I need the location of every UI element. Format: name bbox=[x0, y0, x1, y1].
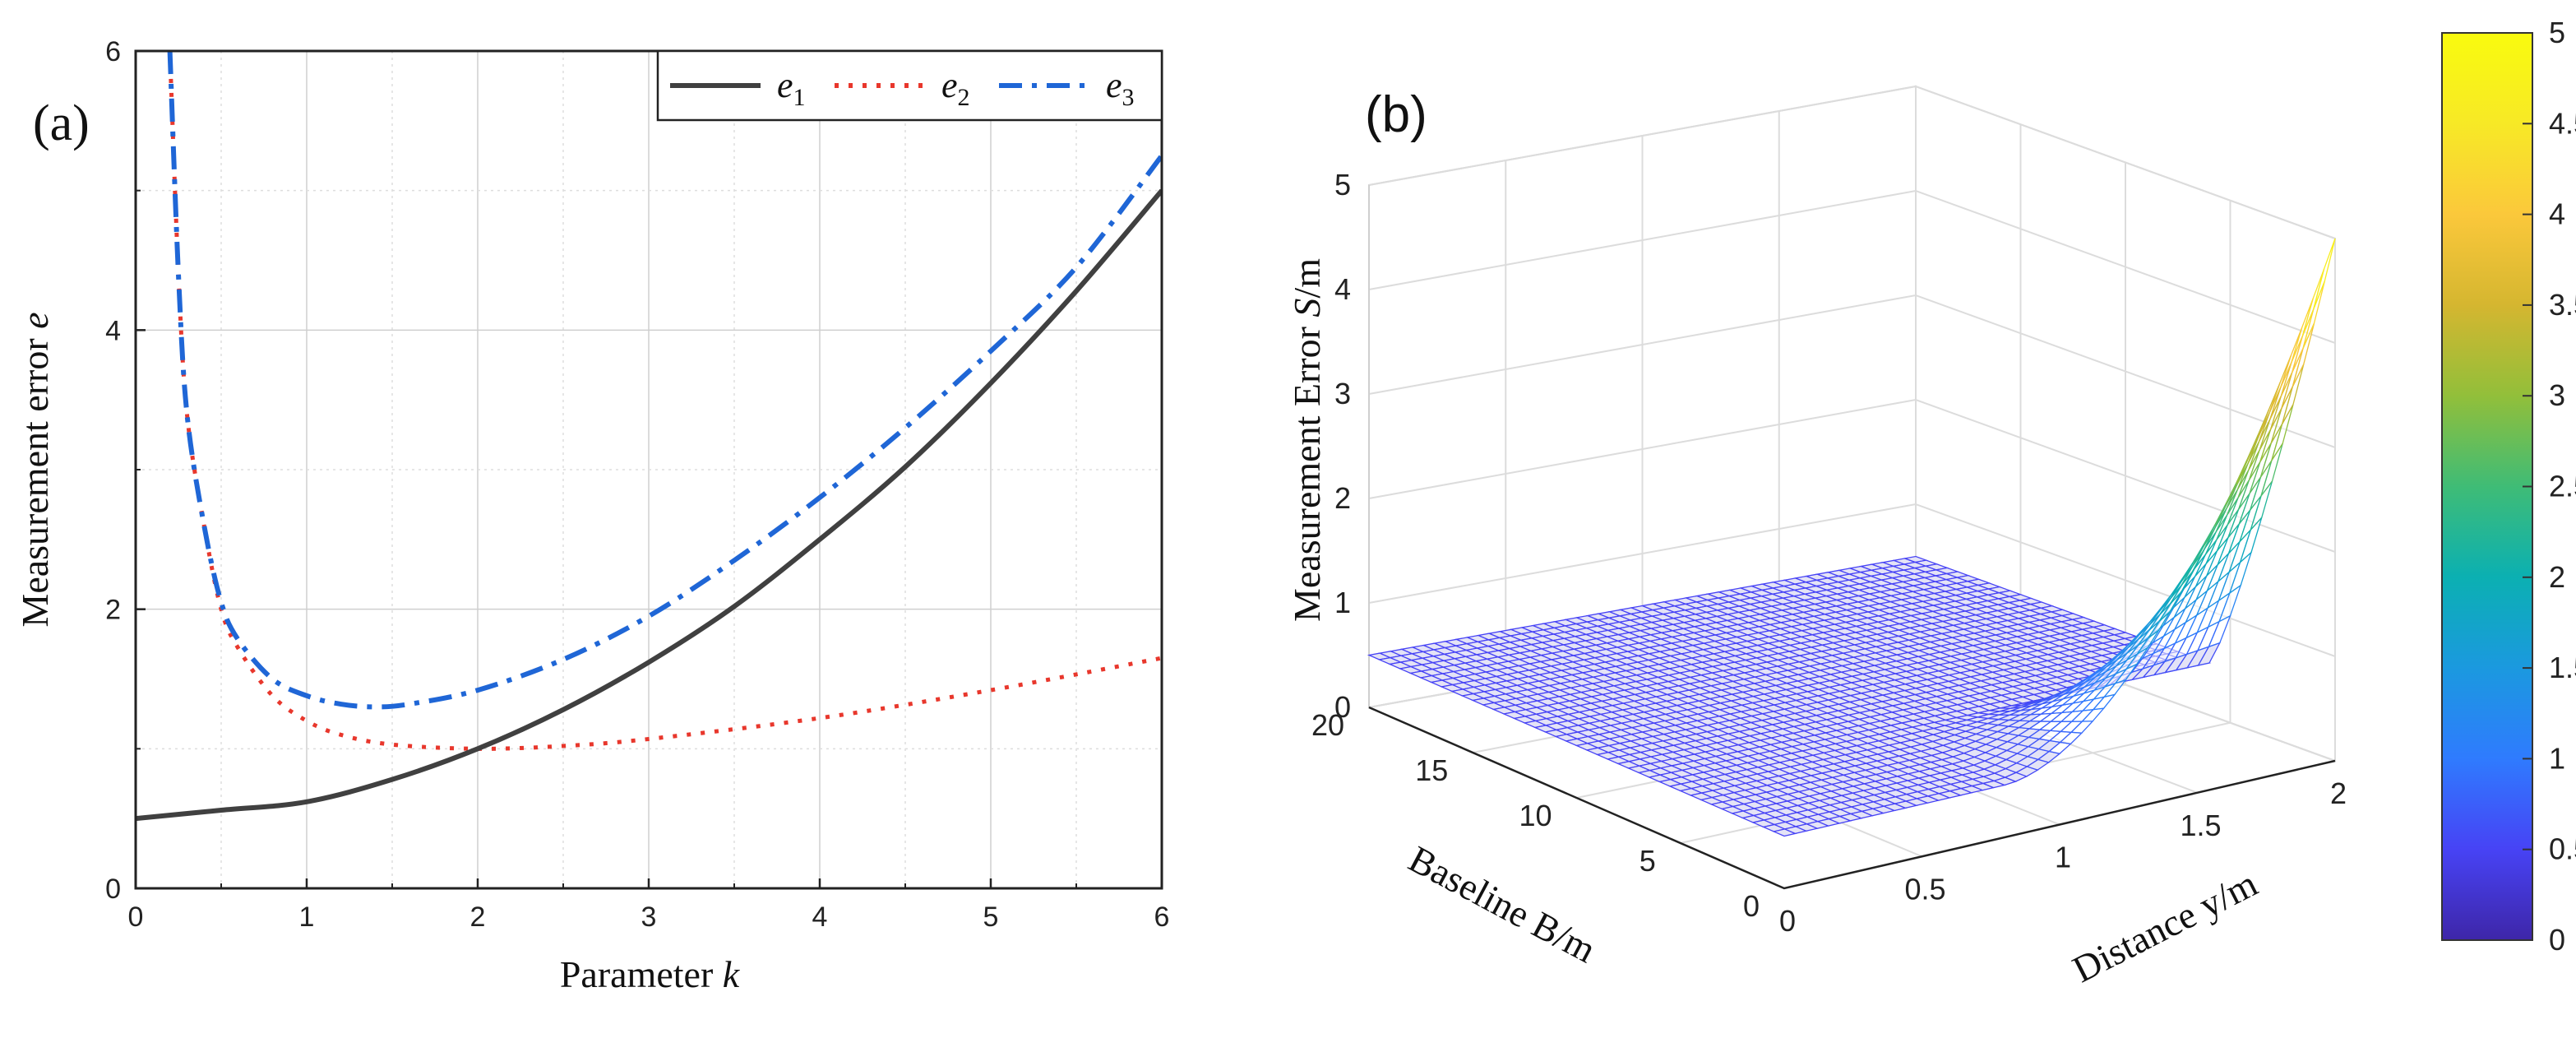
legend-label-e1: e1 bbox=[777, 65, 806, 111]
panel-label-b: (b) bbox=[1365, 86, 1427, 143]
z-tick-label-b: 1 bbox=[1334, 586, 1351, 619]
floor-axes-b bbox=[1368, 706, 2336, 890]
colorbar-ticks: 0 0.5 1 1.5 2 2.5 3 3.5 4 4.5 5 bbox=[2523, 16, 2576, 957]
z-tick-label-b: 0 bbox=[1334, 690, 1351, 724]
distance-tick-label-b: 0 bbox=[1779, 904, 1796, 938]
colorbar-tick-label: 0.5 bbox=[2549, 832, 2576, 866]
x-axis-label-b: Distance y/m bbox=[2066, 862, 2264, 990]
distance-tick-label-b: 0.5 bbox=[1904, 872, 1945, 906]
x-tick-label-a: 0 bbox=[128, 901, 144, 933]
y-tick-label-a: 2 bbox=[105, 595, 121, 626]
x-tick-label-a: 2 bbox=[470, 901, 486, 933]
y-axis-label-a: Measurement error e bbox=[14, 312, 56, 627]
baseline-tick-label-b: 0 bbox=[1743, 889, 1760, 923]
distance-tick-label-b: 1.5 bbox=[2180, 809, 2221, 842]
colorbar-tick-label: 4 bbox=[2549, 197, 2565, 231]
y-tick-label-a: 6 bbox=[105, 36, 121, 67]
z-tick-label-b: 4 bbox=[1334, 272, 1351, 306]
ticks-a: 0 1 2 3 4 5 6 0 2 4 6 bbox=[105, 36, 1169, 933]
x-tick-label-a: 4 bbox=[812, 901, 828, 933]
colorbar-tick-label: 1 bbox=[2549, 741, 2565, 775]
baseline-tick-label-b: 5 bbox=[1639, 844, 1656, 878]
baseline-tick-label-b: 10 bbox=[1519, 799, 1552, 832]
colorbar-tick-label: 4.5 bbox=[2549, 106, 2576, 140]
baseline-tick-label-b: 20 bbox=[1311, 708, 1344, 742]
panel-label-a: (a) bbox=[33, 95, 90, 151]
colorbar-tick-label: 2.5 bbox=[2549, 470, 2576, 503]
distance-tick-label-b: 1 bbox=[2055, 841, 2071, 874]
legend-label-e3: e3 bbox=[1106, 65, 1135, 111]
colorbar-tick-label: 5 bbox=[2549, 16, 2565, 49]
y-tick-label-a: 0 bbox=[105, 874, 121, 905]
z-tick-label-b: 3 bbox=[1334, 377, 1351, 410]
x-tick-label-a: 3 bbox=[641, 901, 657, 933]
colorbar-tick-label: 3 bbox=[2549, 378, 2565, 412]
colorbar-tick-label: 2 bbox=[2549, 560, 2565, 594]
colorbar-tick-label: 0 bbox=[2549, 923, 2565, 957]
surface-mesh-b bbox=[1367, 238, 2336, 837]
colorbar-tick-label: 1.5 bbox=[2549, 651, 2576, 684]
x-tick-label-a: 1 bbox=[299, 901, 315, 933]
y-tick-label-a: 4 bbox=[105, 315, 121, 346]
series-line-e1 bbox=[136, 188, 1162, 822]
colorbar-tick-label: 3.5 bbox=[2549, 288, 2576, 322]
baseline-tick-label-b: 15 bbox=[1415, 753, 1448, 787]
legend-a: e1 e2 e3 bbox=[656, 49, 1163, 122]
z-tick-label-b: 5 bbox=[1334, 168, 1351, 202]
x-tick-label-a: 6 bbox=[1154, 901, 1170, 933]
grid-a bbox=[136, 51, 1162, 888]
z-tick-label-b: 2 bbox=[1334, 481, 1351, 515]
y-axis-label-b: Baseline B/m bbox=[1402, 837, 1602, 971]
legend-label-e2: e2 bbox=[941, 65, 970, 111]
x-axis-label-a: Parameter k bbox=[560, 953, 741, 995]
panel-a-line-chart: 0 1 2 3 4 5 6 0 2 4 6 (a) Parameter k Measurement … bbox=[14, 36, 1169, 995]
surface-cell bbox=[2313, 238, 2336, 309]
distance-tick-label-b: 2 bbox=[2330, 776, 2347, 810]
colorbar bbox=[2441, 32, 2533, 941]
z-axis-label-b: Measurement Error S/m bbox=[1286, 258, 1328, 622]
series-a bbox=[136, 51, 1162, 822]
series-line-e3 bbox=[167, 51, 1162, 710]
x-tick-label-a: 5 bbox=[983, 901, 999, 933]
